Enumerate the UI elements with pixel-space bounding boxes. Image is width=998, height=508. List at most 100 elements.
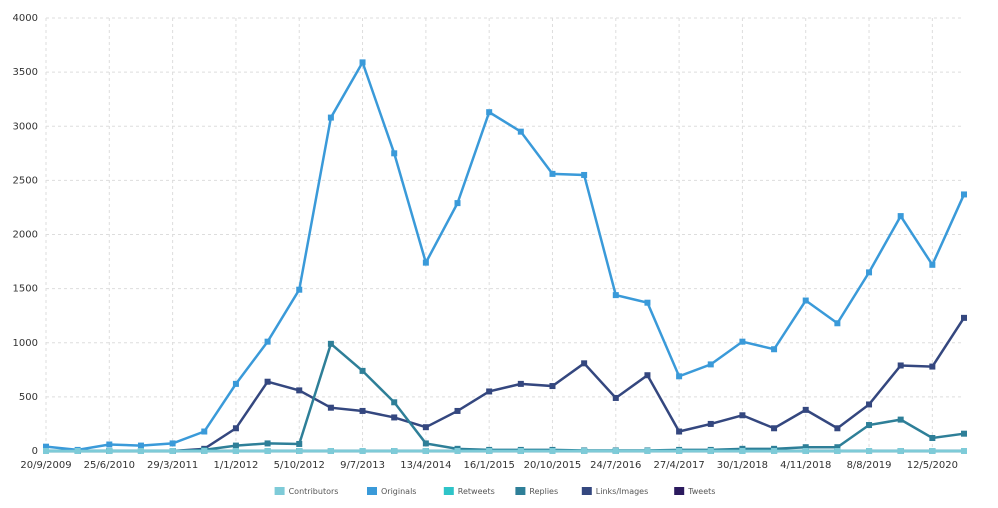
x-tick-label: 20/10/2015 xyxy=(524,460,582,471)
point-marker xyxy=(296,286,303,293)
y-tick-label: 1500 xyxy=(13,284,38,295)
point-marker xyxy=(327,404,334,411)
point-marker xyxy=(264,448,271,454)
point-marker xyxy=(739,338,746,345)
point-marker xyxy=(517,128,524,135)
legend-label: Tweets xyxy=(687,487,715,496)
point-marker xyxy=(359,448,366,454)
point-marker xyxy=(327,340,334,347)
x-tick-label: 13/4/2014 xyxy=(400,460,451,471)
point-marker xyxy=(264,378,271,385)
point-marker xyxy=(264,338,271,345)
point-marker xyxy=(486,388,493,395)
point-marker xyxy=(169,448,176,454)
x-tick-label: 29/3/2011 xyxy=(147,460,198,471)
point-marker xyxy=(581,171,588,178)
point-marker xyxy=(74,448,81,454)
point-marker xyxy=(327,448,334,454)
point-marker xyxy=(929,448,936,454)
point-marker xyxy=(391,414,398,421)
point-marker xyxy=(549,448,556,454)
point-marker xyxy=(834,444,841,451)
point-marker xyxy=(771,448,778,454)
x-tick-label: 20/9/2009 xyxy=(20,460,71,471)
point-marker xyxy=(802,448,809,454)
point-marker xyxy=(676,373,683,380)
point-marker xyxy=(454,407,461,414)
point-marker xyxy=(486,109,493,116)
point-marker xyxy=(169,440,176,447)
legend-label: Originals xyxy=(381,487,416,496)
point-marker xyxy=(644,372,651,379)
point-marker xyxy=(929,363,936,370)
y-tick-label: 2000 xyxy=(13,230,38,241)
point-marker xyxy=(961,448,967,454)
point-marker xyxy=(359,367,366,374)
point-marker xyxy=(644,448,651,454)
legend-swatch xyxy=(367,487,377,495)
point-marker xyxy=(707,448,714,454)
y-tick-label: 3500 xyxy=(13,67,38,78)
x-tick-label: 4/11/2018 xyxy=(780,460,831,471)
point-marker xyxy=(549,383,556,390)
point-marker xyxy=(422,424,429,431)
point-marker xyxy=(834,425,841,432)
point-marker xyxy=(232,425,239,432)
legend-label: Replies xyxy=(529,487,558,496)
legend-swatch xyxy=(274,487,285,495)
point-marker xyxy=(612,394,619,401)
x-tick-label: 24/7/2016 xyxy=(590,460,641,471)
point-marker xyxy=(581,360,588,367)
legend-label: Contributors xyxy=(289,487,339,496)
point-marker xyxy=(137,448,144,454)
point-marker xyxy=(327,114,334,121)
x-tick-label: 30/1/2018 xyxy=(717,460,768,471)
point-marker xyxy=(137,442,144,449)
x-tick-label: 16/1/2015 xyxy=(464,460,515,471)
point-marker xyxy=(834,448,841,454)
point-marker xyxy=(486,448,493,454)
point-marker xyxy=(201,448,208,454)
point-marker xyxy=(644,299,651,306)
point-marker xyxy=(866,422,873,429)
series-line xyxy=(46,341,965,453)
point-marker xyxy=(391,399,398,406)
point-marker xyxy=(201,428,208,435)
point-marker xyxy=(771,346,778,353)
y-tick-label: 3000 xyxy=(13,121,38,132)
point-marker xyxy=(897,416,904,423)
point-marker xyxy=(612,448,619,454)
x-tick-label: 12/5/2020 xyxy=(907,460,958,471)
point-marker xyxy=(454,448,461,454)
point-marker xyxy=(707,361,714,368)
series-line xyxy=(46,317,966,453)
point-marker xyxy=(739,448,746,454)
point-marker xyxy=(422,448,429,454)
x-tick-label: 25/6/2010 xyxy=(84,460,135,471)
point-marker xyxy=(422,440,429,447)
point-marker xyxy=(802,406,809,413)
point-marker xyxy=(676,448,683,454)
point-marker xyxy=(961,430,967,437)
point-marker xyxy=(359,407,366,414)
point-marker xyxy=(549,170,556,177)
point-marker xyxy=(106,441,113,448)
point-marker xyxy=(897,362,904,369)
point-marker xyxy=(232,442,239,449)
point-marker xyxy=(866,448,873,454)
point-marker xyxy=(739,412,746,419)
legend-swatch xyxy=(581,487,592,495)
x-tick-label: 9/7/2013 xyxy=(340,460,385,471)
point-marker xyxy=(517,380,524,387)
point-marker xyxy=(961,314,967,321)
x-tick-label: 5/10/2012 xyxy=(274,460,325,471)
point-marker xyxy=(264,440,271,447)
point-marker xyxy=(517,448,524,454)
point-marker xyxy=(802,297,809,304)
point-marker xyxy=(676,428,683,435)
point-marker xyxy=(961,191,967,198)
point-marker xyxy=(929,435,936,442)
point-marker xyxy=(232,448,239,454)
legend-swatch xyxy=(443,487,454,495)
point-marker xyxy=(43,443,49,450)
